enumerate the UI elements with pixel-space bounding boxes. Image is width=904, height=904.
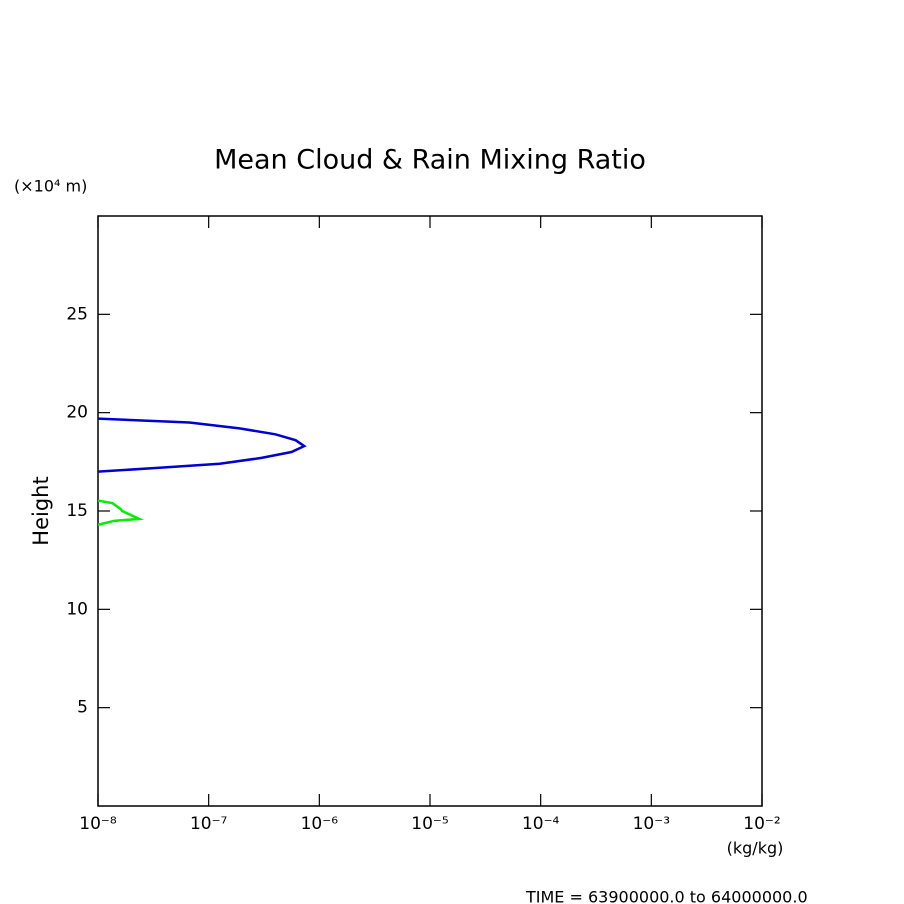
- data-line: [97, 499, 144, 526]
- x-tick-label: 10⁻³: [633, 814, 670, 834]
- y-tick-label: 10: [66, 599, 88, 619]
- data-line: [97, 417, 307, 473]
- footer: TIME = 63900000.0 to 64000000.0: [525, 888, 808, 904]
- x-tick-label: 10⁻⁵: [411, 814, 448, 834]
- chart-title: Mean Cloud & Rain Mixing Ratio: [214, 145, 646, 176]
- y-tick-label: 5: [77, 698, 88, 718]
- plot-frame: [97, 215, 763, 807]
- y-axis-label: Height: [29, 476, 53, 545]
- x-tick-label: 10⁻²: [743, 814, 780, 834]
- y-tick-label: 20: [66, 403, 88, 423]
- y-tick-label: 15: [66, 501, 88, 521]
- x-tick-label: 10⁻⁷: [190, 814, 228, 834]
- x-tick-label: 10⁻⁸: [79, 814, 117, 834]
- x-tick-label: 10⁻⁴: [522, 814, 560, 834]
- y-unit: (×10⁴ m): [14, 177, 87, 196]
- x-axis-label: (kg/kg): [727, 839, 784, 858]
- x-tick-label: 10⁻⁶: [301, 814, 339, 834]
- y-tick-label: 25: [66, 304, 88, 324]
